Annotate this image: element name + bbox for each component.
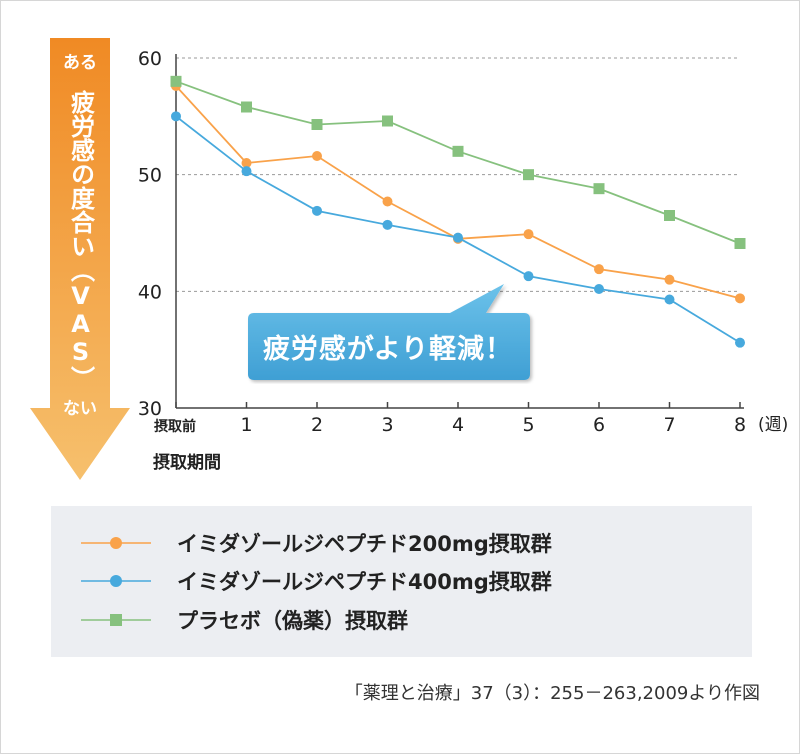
x-unit-label: (週) xyxy=(758,415,788,435)
series-0-point-8 xyxy=(735,293,745,304)
series xyxy=(170,75,746,348)
legend-item-placebo: プラセボ（偽薬）摂取群 xyxy=(81,605,408,635)
x-tick-label-5: 5 xyxy=(522,414,534,436)
legend-label-placebo: プラセボ（偽薬）摂取群 xyxy=(177,609,408,633)
series-2-point-7 xyxy=(664,210,675,221)
series-1-point-8 xyxy=(735,337,745,348)
arrow-shape xyxy=(30,38,130,480)
x-tick-label-2: 2 xyxy=(311,414,323,436)
series-0-point-6 xyxy=(594,264,604,275)
legend-label-400mg: イミダゾールジペプチド400mg摂取群 xyxy=(177,570,552,594)
x-axis-label: 摂取期間 xyxy=(153,452,221,473)
legend-marker-400mg xyxy=(81,575,151,587)
x-tick-label-1: 1 xyxy=(240,414,252,436)
x-tick-label-4: 4 xyxy=(452,414,464,436)
series-2-point-3 xyxy=(382,115,393,127)
y-tick-label-30: 30 xyxy=(138,398,162,420)
source-citation: 「薬理と治療」37（3）：255－263,2009より作図 xyxy=(344,683,760,704)
x-tick-label-8: 8 xyxy=(734,414,746,436)
series-2-point-5 xyxy=(523,169,534,181)
series-2-point-8 xyxy=(734,238,746,249)
series-0-point-1 xyxy=(241,158,252,168)
y-ticks: 30 40 50 60 xyxy=(138,48,162,420)
x-tick-label-6: 6 xyxy=(593,414,605,436)
y-tick-label-60: 60 xyxy=(138,48,162,70)
y-tick-label-50: 50 xyxy=(138,165,162,187)
callout-text: 疲労感がより軽減！ xyxy=(262,334,514,365)
series-1-point-6 xyxy=(594,284,604,294)
legend-item-200mg: イミダゾールジペプチド200mg摂取群 xyxy=(81,528,552,558)
x-ticks: 摂取前 1 2 3 4 5 6 7 8 xyxy=(154,414,746,436)
x-tick-label-0: 摂取前 xyxy=(154,418,196,435)
legend-label-200mg: イミダゾールジペプチド200mg摂取群 xyxy=(177,532,552,556)
series-1-point-3 xyxy=(382,219,393,230)
series-2-point-2 xyxy=(311,119,323,130)
series-1-point-7 xyxy=(664,294,675,305)
series-1-point-4 xyxy=(453,232,463,243)
series-line-0 xyxy=(175,85,741,300)
series-0-point-5 xyxy=(523,229,534,240)
series-2-point-0 xyxy=(170,75,182,87)
series-1-point-5 xyxy=(523,271,534,282)
legend: イミダゾールジペプチド200mg摂取群 イミダゾールジペプチド400mg摂取群 … xyxy=(51,506,752,657)
series-0-point-2 xyxy=(312,151,322,161)
series-0-point-3 xyxy=(382,196,393,207)
legend-marker-placebo xyxy=(81,614,151,626)
series-2-point-4 xyxy=(452,145,464,157)
arrow-top-label: ある xyxy=(63,53,97,73)
x-tick-label-7: 7 xyxy=(663,414,675,436)
y-tick-label-40: 40 xyxy=(138,281,162,303)
series-1-point-1 xyxy=(241,166,252,177)
series-1-point-2 xyxy=(312,205,322,216)
y-axis-label: 疲労感の度合い（VAS） xyxy=(66,90,95,390)
series-2-point-1 xyxy=(241,101,252,113)
legend-item-400mg: イミダゾールジペプチド400mg摂取群 xyxy=(81,566,552,596)
legend-marker-200mg xyxy=(81,537,151,549)
line-chart: 30 40 50 60 摂取前 1 2 3 4 5 6 7 8 (週) 摂取期間 xyxy=(138,48,788,473)
x-tick-label-3: 3 xyxy=(381,414,393,436)
callout-bubble xyxy=(248,284,530,380)
series-1-point-0 xyxy=(171,111,181,122)
grid xyxy=(176,57,740,292)
series-0-point-7 xyxy=(664,274,675,285)
vas-arrow: ある 疲労感の度合い（VAS） ない xyxy=(30,38,130,480)
series-2-point-6 xyxy=(593,183,605,195)
arrow-bottom-label: ない xyxy=(63,399,97,419)
